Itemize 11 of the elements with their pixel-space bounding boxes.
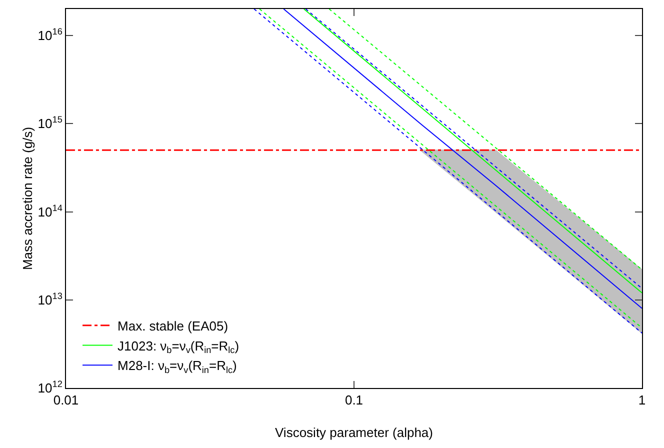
y-tick-label: 10$^{13}$ <box>38 290 62 308</box>
x-tick-label: 0.1 <box>344 392 364 408</box>
x-tick-label: 1 <box>638 392 646 408</box>
x-axis-title: Viscosity parameter (alpha) <box>275 425 433 440</box>
legend-label: Max. stable (EA05) <box>118 318 228 334</box>
y-tick-label: 10$^{14}$ <box>38 202 62 220</box>
y-axis-title: Mass accretion rate (g/s) <box>20 126 35 270</box>
text: M28-I: ν$_{b}$=ν$_{v}$(R$_{in}$=R$_{lc}$) <box>118 358 237 375</box>
y-tick-label: 10$^{16}$ <box>38 26 62 44</box>
y-tick-label: 10$^{15}$ <box>38 114 62 132</box>
text: J1023: ν$_{b}$=ν$_{v}$(R$_{in}$=R$_{lc}$) <box>118 338 240 356</box>
